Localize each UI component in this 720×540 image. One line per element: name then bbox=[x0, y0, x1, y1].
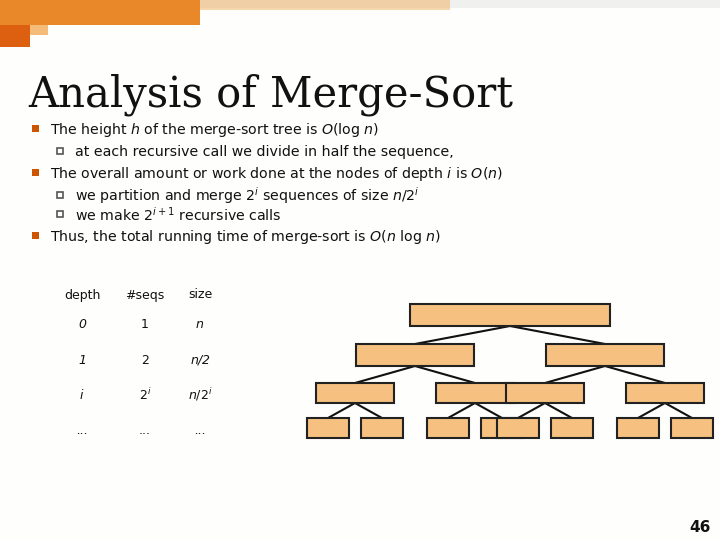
Text: $2^i$: $2^i$ bbox=[139, 387, 151, 403]
Text: ...: ... bbox=[76, 423, 88, 436]
Bar bbox=[551, 418, 593, 438]
Text: Analysis of Merge-Sort: Analysis of Merge-Sort bbox=[28, 74, 513, 116]
Text: The height $\mathbf{\mathit{h}}$ of the merge-sort tree is $\mathit{O}$(log $\ma: The height $\mathbf{\mathit{h}}$ of the … bbox=[50, 121, 379, 139]
Text: 1: 1 bbox=[78, 354, 86, 367]
Bar bbox=[617, 418, 659, 438]
Bar bbox=[427, 418, 469, 438]
Text: size: size bbox=[188, 288, 212, 301]
Bar bbox=[32, 125, 39, 132]
Bar bbox=[361, 418, 403, 438]
Text: $n$: $n$ bbox=[195, 319, 204, 332]
Bar bbox=[0, 25, 30, 47]
Bar bbox=[546, 344, 664, 366]
Bar bbox=[57, 148, 63, 154]
Bar bbox=[0, 0, 720, 8]
Bar bbox=[356, 344, 474, 366]
Bar bbox=[200, 0, 450, 10]
Bar bbox=[32, 169, 39, 176]
Text: $n$/2: $n$/2 bbox=[189, 353, 210, 367]
Bar bbox=[57, 192, 63, 198]
Bar bbox=[0, 0, 200, 25]
Text: $n/2^i$: $n/2^i$ bbox=[188, 387, 212, 403]
Bar bbox=[436, 383, 514, 403]
Bar bbox=[497, 418, 539, 438]
Bar bbox=[316, 383, 394, 403]
Bar bbox=[626, 383, 704, 403]
Text: depth: depth bbox=[64, 288, 100, 301]
Bar bbox=[57, 211, 63, 217]
Bar bbox=[410, 304, 610, 326]
Text: 2: 2 bbox=[141, 354, 149, 367]
Bar bbox=[32, 232, 39, 239]
Text: we make $2^{i+1}$ recursive calls: we make $2^{i+1}$ recursive calls bbox=[75, 206, 282, 224]
Text: Thus, the total running time of merge-sort is $\mathit{O}$($\mathbf{\mathit{n}}$: Thus, the total running time of merge-so… bbox=[50, 228, 441, 246]
Text: 1: 1 bbox=[141, 319, 149, 332]
Bar bbox=[506, 383, 584, 403]
Bar bbox=[671, 418, 713, 438]
Text: #seqs: #seqs bbox=[125, 288, 165, 301]
Text: ...: ... bbox=[139, 423, 151, 436]
Text: at each recursive call we divide in half the sequence,: at each recursive call we divide in half… bbox=[75, 145, 454, 159]
Bar bbox=[307, 418, 349, 438]
Text: $i$: $i$ bbox=[79, 388, 85, 402]
Text: we partition and merge $2^i$ sequences of size $\mathbf{\mathit{n}}$/2$^i$: we partition and merge $2^i$ sequences o… bbox=[75, 186, 419, 206]
Bar bbox=[30, 25, 48, 35]
Text: ...: ... bbox=[194, 423, 206, 436]
Text: 0: 0 bbox=[78, 319, 86, 332]
Text: 46: 46 bbox=[689, 521, 711, 536]
Text: The overall amount or work done at the nodes of depth $\mathbf{\mathit{i}}$ is $: The overall amount or work done at the n… bbox=[50, 165, 503, 183]
Bar bbox=[481, 418, 523, 438]
